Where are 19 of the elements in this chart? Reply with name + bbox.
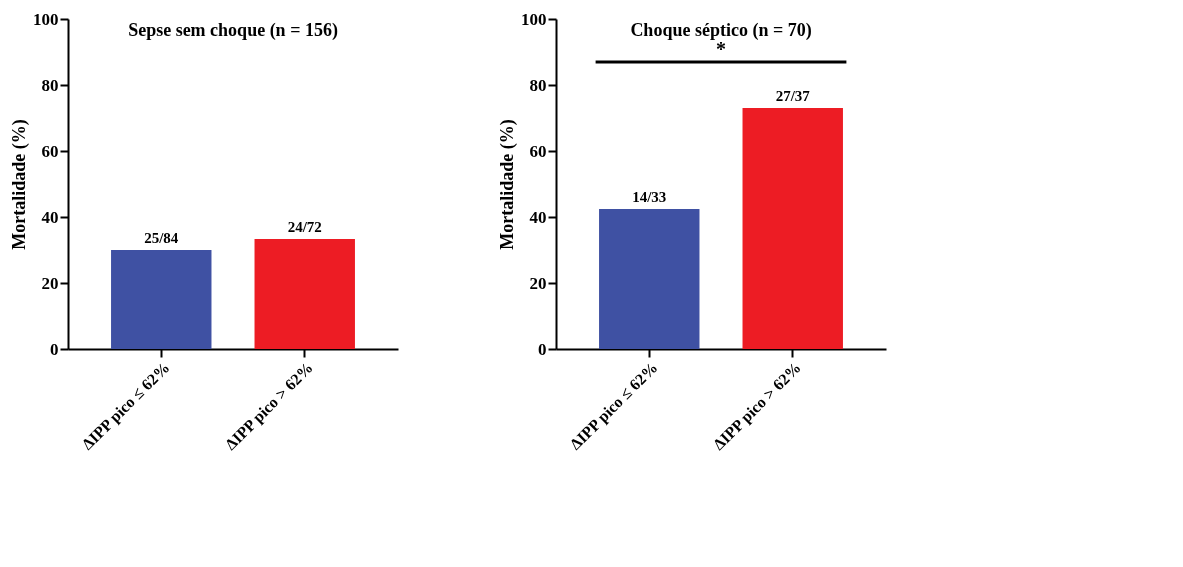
y-tick-label: 0 xyxy=(538,339,547,359)
y-axis-title: Mortalidade (%) xyxy=(497,119,518,250)
data-label: 24/72 xyxy=(287,219,322,236)
y-tick-label: 40 xyxy=(529,207,547,227)
y-tick-label: 100 xyxy=(33,9,59,29)
y-tick-label: 80 xyxy=(41,75,59,95)
y-tick-label: 60 xyxy=(41,141,59,161)
y-axis-title: Mortalidade (%) xyxy=(9,119,30,250)
data-label: 25/84 xyxy=(144,230,179,246)
chart-title: Sepse sem choque (n = 156) xyxy=(128,20,338,41)
y-tick-label: 60 xyxy=(529,141,547,161)
y-tick-label: 80 xyxy=(529,75,547,95)
data-label: 27/37 xyxy=(775,88,811,105)
y-tick-label: 100 xyxy=(521,9,547,29)
data-label: 14/33 xyxy=(632,189,667,206)
y-tick-label: 20 xyxy=(529,273,547,293)
y-tick-label: 0 xyxy=(50,339,59,359)
y-tick-label: 40 xyxy=(41,207,59,227)
y-tick-label: 20 xyxy=(41,273,59,293)
